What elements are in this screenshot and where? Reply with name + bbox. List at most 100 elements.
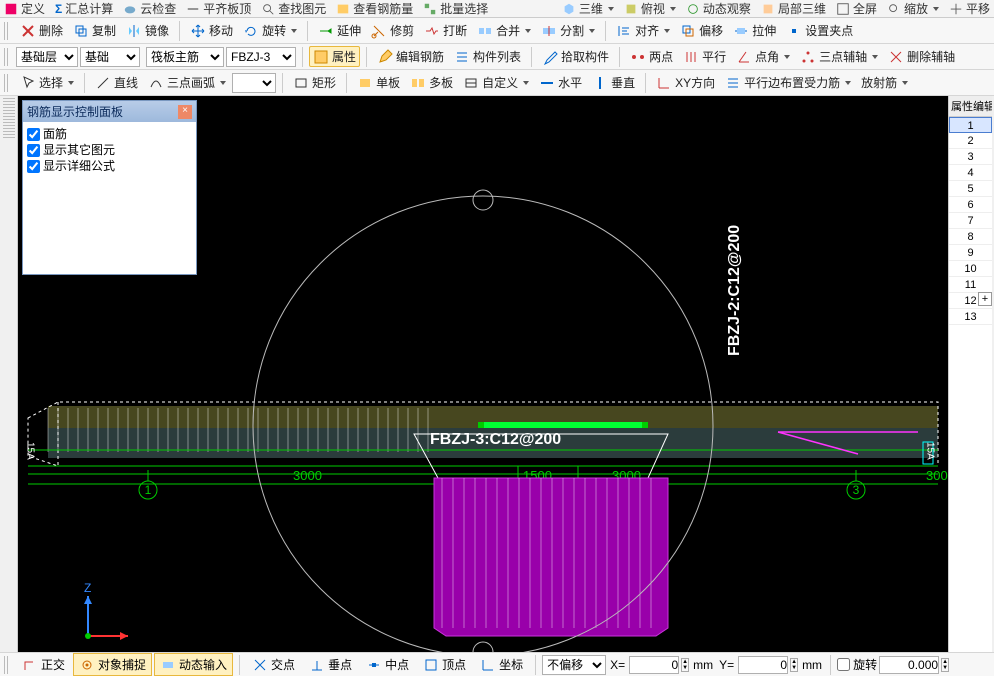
mid-toggle[interactable]: 中点	[360, 653, 415, 676]
edge-icon	[725, 75, 741, 91]
prop-row-13[interactable]: 13+	[949, 309, 992, 325]
coord-icon	[480, 657, 496, 673]
svg-text:3: 3	[853, 483, 860, 497]
xpt-toggle[interactable]: 交点	[246, 653, 301, 676]
rect-button[interactable]: 矩形	[289, 72, 340, 93]
x-dn[interactable]: ▼	[682, 665, 688, 671]
offset-button[interactable]: 偏移	[676, 20, 727, 41]
angle-icon	[736, 49, 752, 65]
prop-row-11[interactable]: 11	[949, 277, 992, 293]
merge-button[interactable]: 合并	[473, 20, 535, 41]
prop-row-6[interactable]: 6	[949, 197, 992, 213]
extend-button[interactable]: 延伸	[314, 20, 365, 41]
coord-toggle[interactable]: 坐标	[474, 653, 529, 676]
line-button[interactable]: 直线	[91, 72, 142, 93]
tab-3d[interactable]: 三维	[562, 0, 614, 17]
del-button[interactable]: 删除	[16, 20, 67, 41]
horiz-button[interactable]: 水平	[535, 72, 586, 93]
copy-button[interactable]: 复制	[69, 20, 120, 41]
trim-button[interactable]: 修剪	[367, 20, 418, 41]
multi-button[interactable]: 多板	[406, 72, 457, 93]
item-select[interactable]: FBZJ-3	[226, 47, 296, 67]
r-dn[interactable]: ▼	[942, 665, 948, 671]
select-button[interactable]: 选择	[16, 72, 78, 93]
tab-sum[interactable]: Σ汇总计算	[55, 0, 113, 17]
stretch-icon	[733, 23, 749, 39]
xy-button[interactable]: XY方向	[652, 72, 719, 93]
list-button[interactable]: 构件列表	[450, 46, 525, 67]
add-row-icon[interactable]: +	[978, 292, 992, 306]
prop-row-10[interactable]: 10	[949, 261, 992, 277]
line-icon	[95, 75, 111, 91]
delete-icon	[20, 23, 36, 39]
tab-orbit[interactable]: 动态观察	[686, 0, 751, 17]
tab-define[interactable]: 定义	[4, 0, 45, 17]
mirror-button[interactable]: 镜像	[122, 20, 173, 41]
tab-cloudcheck[interactable]: 云检查	[123, 0, 176, 17]
offset-select[interactable]: 不偏移	[542, 655, 606, 675]
break-button[interactable]: 打断	[420, 20, 471, 41]
tab-find[interactable]: 查找图元	[261, 0, 326, 17]
tab-pan[interactable]: 平移	[949, 0, 990, 17]
move-button[interactable]: 移动	[186, 20, 237, 41]
arc3-button[interactable]: 三点画弧	[144, 72, 230, 93]
type-select[interactable]: 基础	[80, 47, 140, 67]
custom-button[interactable]: 自定义	[459, 72, 533, 93]
x-input[interactable]	[629, 656, 679, 674]
prop-row-1[interactable]: 1	[949, 117, 992, 133]
editrebar-button[interactable]: 编辑钢筋	[373, 46, 448, 67]
panel-close-icon[interactable]: ×	[178, 105, 192, 119]
sub-select[interactable]: 筏板主筋	[146, 47, 224, 67]
apex-toggle[interactable]: 顶点	[417, 653, 472, 676]
single-button[interactable]: 单板	[353, 72, 404, 93]
tab-top[interactable]: 俯视	[624, 0, 676, 17]
prop-row-2[interactable]: 2	[949, 133, 992, 149]
copy-icon	[73, 23, 89, 39]
properties-icon	[313, 49, 329, 65]
edge-button[interactable]: 平行边布置受力筋	[721, 72, 855, 93]
perp-toggle[interactable]: 垂点	[303, 653, 358, 676]
dyn-toggle[interactable]: 动态输入	[154, 653, 233, 676]
split-button[interactable]: 分割	[537, 20, 599, 41]
threepoint-button[interactable]: 三点辅轴	[796, 46, 882, 67]
osnap-icon	[79, 657, 95, 673]
vert-button[interactable]: 垂直	[588, 72, 639, 93]
parallel-button[interactable]: 平行	[679, 46, 730, 67]
tab-batch[interactable]: 批量选择	[423, 0, 488, 17]
rotate-button[interactable]: 旋转	[239, 20, 301, 41]
tab-zoom[interactable]: 缩放	[887, 0, 939, 17]
osnap-toggle[interactable]: 对象捕捉	[73, 653, 152, 676]
rotate-check[interactable]: 旋转	[837, 656, 877, 673]
chk-formula[interactable]: 显示详细公式	[27, 158, 192, 174]
tab-rebar-qty[interactable]: 查看钢筋量	[336, 0, 413, 17]
rot-input[interactable]	[879, 656, 939, 674]
pick-button[interactable]: 拾取构件	[538, 46, 613, 67]
properties-button[interactable]: 属性	[309, 46, 360, 67]
tab-flush[interactable]: 平齐板顶	[186, 0, 251, 17]
layer-select[interactable]: 基础层	[16, 47, 78, 67]
pointangle-button[interactable]: 点角	[732, 46, 794, 67]
align-button[interactable]: 对齐	[612, 20, 674, 41]
chk-other[interactable]: 显示其它图元	[27, 142, 192, 158]
prop-row-3[interactable]: 3	[949, 149, 992, 165]
draw-combo[interactable]	[232, 73, 276, 93]
prop-row-9[interactable]: 9	[949, 245, 992, 261]
stretch-button[interactable]: 拉伸	[729, 20, 780, 41]
y-input[interactable]	[738, 656, 788, 674]
y-dn[interactable]: ▼	[791, 665, 797, 671]
radial-button[interactable]: 放射筋	[857, 72, 912, 93]
mirror-icon	[126, 23, 142, 39]
parallel-icon	[683, 49, 699, 65]
viewport[interactable]: 钢筋显示控制面板× 面筋 显示其它图元 显示详细公式 1330001500300…	[18, 96, 948, 652]
prop-row-5[interactable]: 5	[949, 181, 992, 197]
prop-row-8[interactable]: 8	[949, 229, 992, 245]
ortho-toggle[interactable]: 正交	[16, 653, 71, 676]
tab-local3d[interactable]: 局部三维	[761, 0, 826, 17]
tab-full[interactable]: 全屏	[836, 0, 877, 17]
chk-face[interactable]: 面筋	[27, 126, 192, 142]
twopoint-button[interactable]: 两点	[626, 46, 677, 67]
prop-row-7[interactable]: 7	[949, 213, 992, 229]
prop-row-4[interactable]: 4	[949, 165, 992, 181]
delaux-button[interactable]: 删除辅轴	[884, 46, 959, 67]
setgrip-button[interactable]: 设置夹点	[782, 20, 857, 41]
